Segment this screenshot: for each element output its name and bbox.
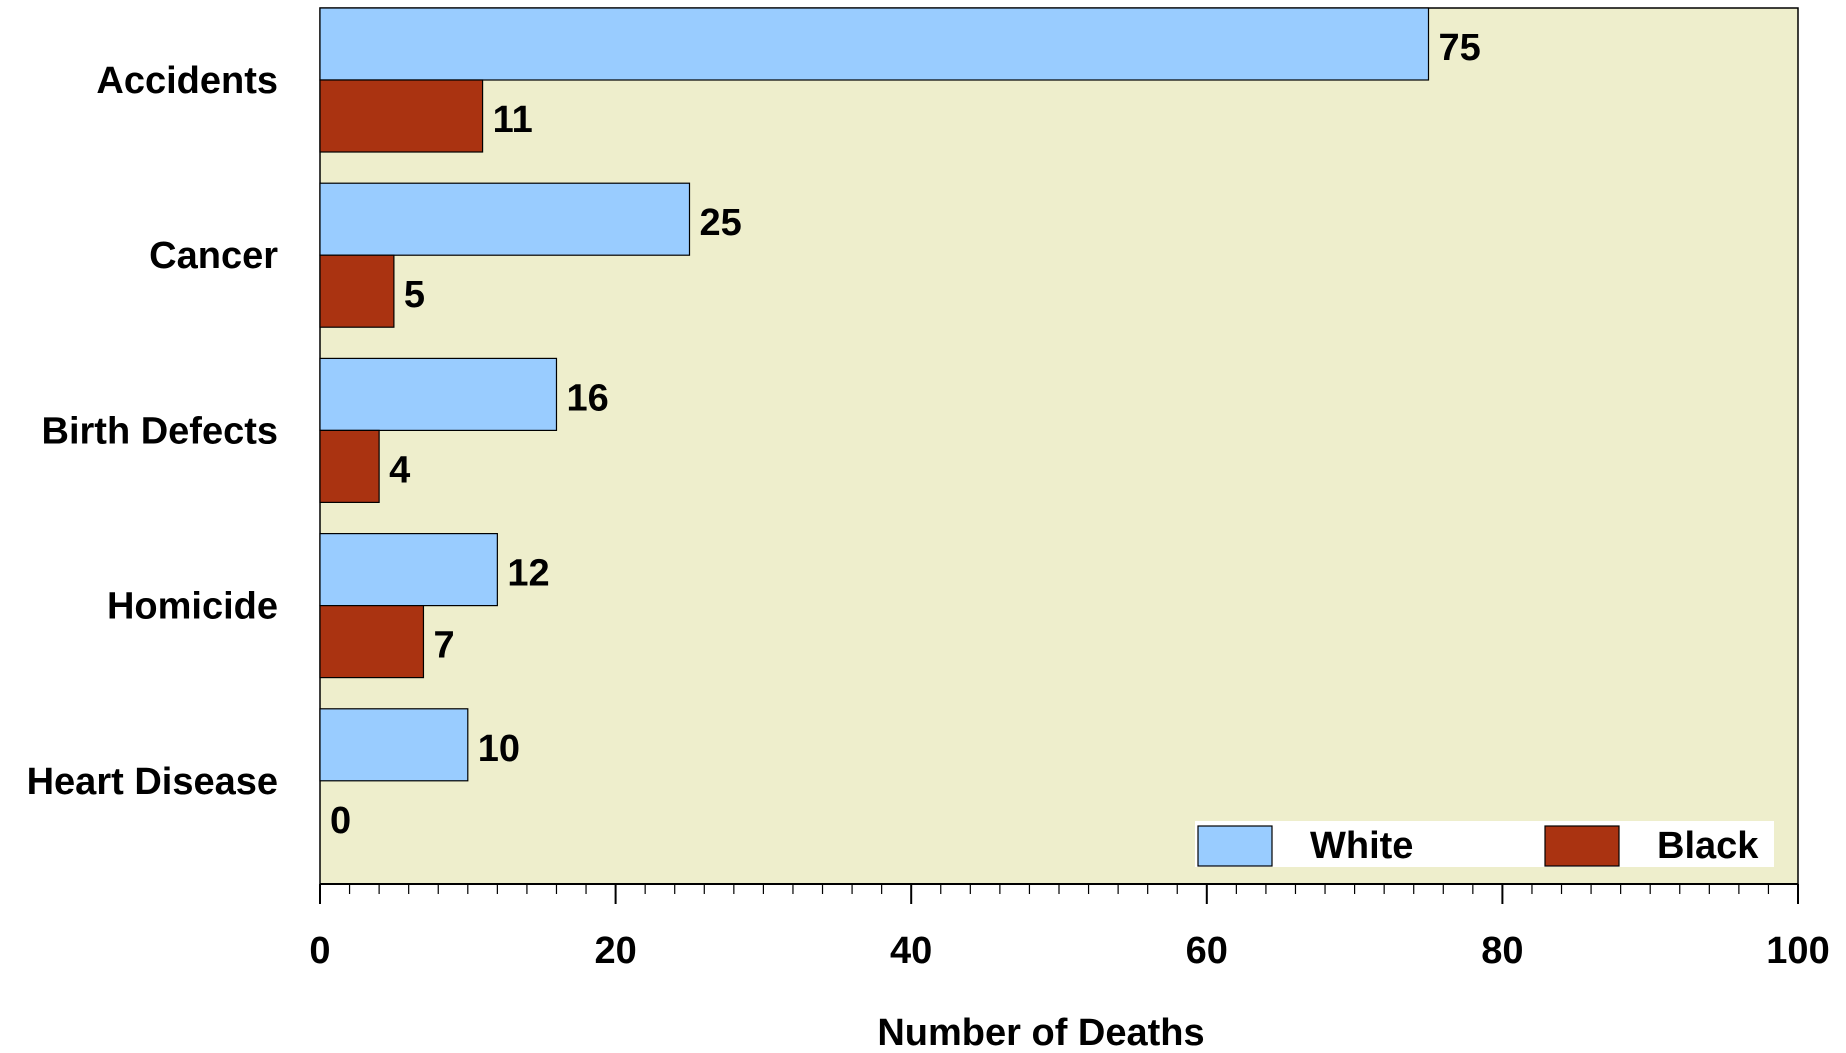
bars-group <box>319 7 1430 782</box>
bar-white <box>319 182 691 256</box>
data-label: 5 <box>404 274 425 316</box>
category-label: Cancer <box>149 235 278 277</box>
bar-white <box>319 532 498 607</box>
bar-black <box>319 429 380 503</box>
category-label: Heart Disease <box>27 761 278 803</box>
data-label: 4 <box>389 449 410 491</box>
x-tick-label: 0 <box>309 930 330 972</box>
bar-white <box>319 708 469 782</box>
bar-black <box>319 604 425 679</box>
x-tick-label: 80 <box>1481 930 1523 972</box>
category-label: Accidents <box>96 60 278 102</box>
x-tick-label: 20 <box>594 930 636 972</box>
category-label: Birth Defects <box>42 410 279 452</box>
plot-area <box>319 7 1799 885</box>
data-label: 75 <box>1439 27 1481 69</box>
x-tick-label: 40 <box>890 930 932 972</box>
value-labels-group: 75 11 25 5 16 4 12 7 10 0 <box>330 27 1481 842</box>
bar-black <box>319 79 484 153</box>
bar-black <box>319 254 395 328</box>
data-label: 7 <box>433 625 454 667</box>
x-tick-label: 60 <box>1186 930 1228 972</box>
legend-box <box>1195 821 1774 867</box>
bar-white <box>319 357 558 431</box>
data-label: 16 <box>566 377 608 419</box>
category-label: Homicide <box>107 586 278 628</box>
legend-label-black: Black <box>1657 825 1759 867</box>
legend-label-white: White <box>1310 825 1413 867</box>
legend-swatch-black <box>1544 825 1620 867</box>
legend-swatch-white <box>1197 825 1273 867</box>
data-label: 11 <box>493 99 533 141</box>
x-axis-title: Number of Deaths <box>877 1012 1204 1053</box>
bar-white <box>319 7 1430 81</box>
data-label: 12 <box>507 553 549 595</box>
data-label: 0 <box>330 800 351 842</box>
data-label: 25 <box>700 202 742 244</box>
x-tick-label: 100 <box>1766 930 1829 972</box>
legend: White Black <box>1195 821 1774 867</box>
data-label: 10 <box>478 728 520 770</box>
x-axis: 0 20 40 60 80 100 <box>309 883 1830 972</box>
category-labels-group: Accidents Cancer Birth Defects Homicide Hear… <box>27 60 279 803</box>
